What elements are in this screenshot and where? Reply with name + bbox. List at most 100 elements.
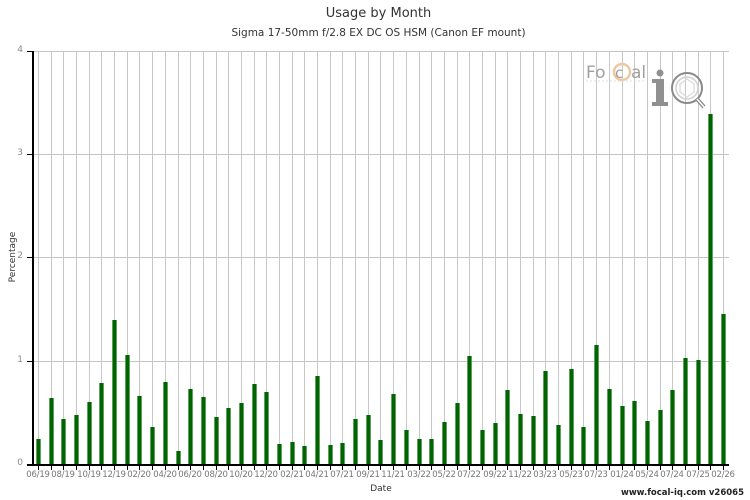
x-tick-label: 12/19 xyxy=(102,470,126,480)
y-tick-label: 1 xyxy=(17,355,23,365)
x-tick-mark xyxy=(101,465,102,470)
footer-watermark: www.focal-iq.com v26065 xyxy=(620,488,744,498)
horizontal-gridline xyxy=(33,154,729,155)
data-bar xyxy=(404,429,409,464)
x-tick-label: 02/20 xyxy=(127,470,151,480)
x-tick-mark xyxy=(419,465,420,470)
data-bar xyxy=(378,440,383,464)
x-tick-mark xyxy=(292,465,293,470)
focal-iq-logo: Fo c al xyxy=(584,58,714,116)
data-bar xyxy=(505,389,510,464)
x-tick-label: 11/22 xyxy=(508,470,532,480)
x-tick-mark xyxy=(685,465,686,470)
data-bar xyxy=(328,445,333,464)
x-tick-mark xyxy=(507,465,508,470)
x-tick-mark xyxy=(380,465,381,470)
data-bar xyxy=(252,384,257,464)
data-bar xyxy=(226,408,231,464)
x-tick-mark xyxy=(203,465,204,470)
x-tick-mark xyxy=(431,465,432,470)
x-tick-mark xyxy=(660,465,661,470)
x-tick-label: 08/20 xyxy=(204,470,228,480)
x-tick-label: 07/21 xyxy=(330,470,354,480)
data-bar xyxy=(442,421,447,464)
data-bar xyxy=(658,410,663,464)
data-bar xyxy=(467,356,472,464)
x-tick-mark xyxy=(178,465,179,470)
data-bar xyxy=(645,420,650,464)
x-tick-mark xyxy=(190,465,191,470)
x-tick-mark xyxy=(647,465,648,470)
x-tick-label: 12/20 xyxy=(254,470,278,480)
x-tick-mark xyxy=(444,465,445,470)
x-tick-label: 05/23 xyxy=(559,470,583,480)
x-tick-mark xyxy=(165,465,166,470)
x-tick-mark xyxy=(520,465,521,470)
data-bar xyxy=(137,395,142,464)
data-bar xyxy=(366,415,371,464)
data-bar xyxy=(594,345,599,464)
x-tick-label: 07/23 xyxy=(584,470,608,480)
y-axis-title: Percentage xyxy=(8,231,18,283)
x-tick-mark xyxy=(304,465,305,470)
data-bar xyxy=(620,406,625,464)
data-bar xyxy=(315,376,320,464)
x-tick-mark xyxy=(558,465,559,470)
data-bar xyxy=(99,383,104,464)
x-tick-label: 03/23 xyxy=(533,470,557,480)
x-tick-label: 04/20 xyxy=(153,470,177,480)
y-axis-line xyxy=(32,50,34,465)
data-bar xyxy=(112,320,117,464)
x-tick-label: 03/22 xyxy=(407,470,431,480)
x-tick-mark xyxy=(571,465,572,470)
x-tick-mark xyxy=(228,465,229,470)
data-bar xyxy=(302,446,307,464)
data-bar xyxy=(163,382,168,464)
x-tick-mark xyxy=(342,465,343,470)
data-bar xyxy=(87,401,92,464)
data-bar xyxy=(353,418,358,464)
x-tick-mark xyxy=(545,465,546,470)
data-bar xyxy=(531,416,536,464)
x-tick-label: 10/20 xyxy=(229,470,253,480)
x-tick-label: 04/21 xyxy=(305,470,329,480)
x-tick-mark xyxy=(76,465,77,470)
x-tick-label: 05/22 xyxy=(432,470,456,480)
x-tick-label: 07/25 xyxy=(686,470,710,480)
y-tick-mark xyxy=(27,361,33,362)
x-tick-label: 06/19 xyxy=(26,470,50,480)
data-bar xyxy=(188,388,193,464)
x-tick-label: 08/19 xyxy=(51,470,75,480)
y-tick-label: 2 xyxy=(17,251,23,261)
x-tick-mark xyxy=(89,465,90,470)
horizontal-gridline xyxy=(33,51,729,52)
x-tick-mark xyxy=(279,465,280,470)
x-tick-mark xyxy=(38,465,39,470)
data-bar xyxy=(264,391,269,464)
data-bar xyxy=(581,426,586,464)
x-tick-mark xyxy=(457,465,458,470)
data-bar xyxy=(290,442,295,464)
data-bar xyxy=(150,426,155,464)
x-tick-mark xyxy=(533,465,534,470)
data-bar xyxy=(277,444,282,464)
x-tick-mark xyxy=(355,465,356,470)
data-bar xyxy=(683,357,688,464)
x-tick-mark xyxy=(634,465,635,470)
x-tick-mark xyxy=(266,465,267,470)
data-bar xyxy=(201,396,206,464)
data-bar xyxy=(455,403,460,464)
x-tick-mark xyxy=(330,465,331,470)
horizontal-gridline xyxy=(33,257,729,258)
x-tick-mark xyxy=(622,465,623,470)
x-tick-mark xyxy=(596,465,597,470)
chart-subtitle: Sigma 17-50mm f/2.8 EX DC OS HSM (Canon … xyxy=(231,27,526,39)
x-tick-mark xyxy=(317,465,318,470)
data-bar xyxy=(556,424,561,464)
y-tick-mark xyxy=(27,154,33,155)
x-tick-mark xyxy=(241,465,242,470)
x-tick-mark xyxy=(152,465,153,470)
x-tick-mark xyxy=(114,465,115,470)
svg-text:c: c xyxy=(615,64,623,82)
x-tick-mark xyxy=(469,465,470,470)
